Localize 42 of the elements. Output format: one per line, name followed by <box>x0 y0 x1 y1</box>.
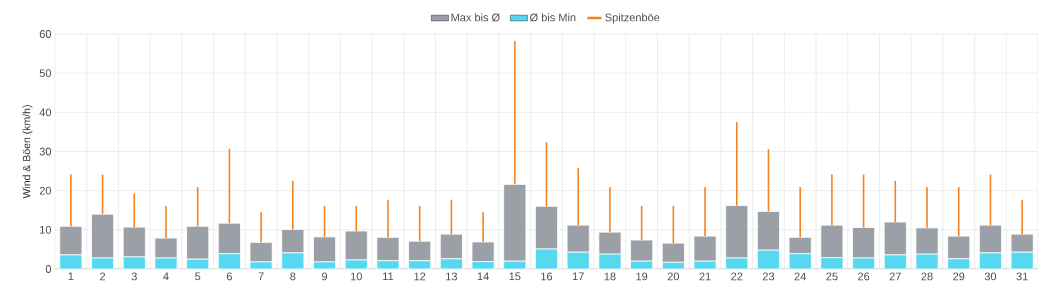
legend-label: Spitzenböe <box>605 13 660 24</box>
x-tick-label: 2 <box>100 272 106 281</box>
x-tick-label: 6 <box>226 272 232 281</box>
y-tick-label: 10 <box>40 225 52 234</box>
x-tick-label: 25 <box>826 272 838 281</box>
x-tick-label: 24 <box>794 272 806 281</box>
x-tick-label: 4 <box>163 272 169 281</box>
x-tick-label: 3 <box>131 272 137 281</box>
x-tick-label: 21 <box>699 272 711 281</box>
x-tick-label: 18 <box>604 272 616 281</box>
legend-label: Max bis Ø <box>451 13 500 22</box>
x-tick-label: 26 <box>858 272 870 281</box>
x-tick-label: 5 <box>195 272 201 281</box>
x-tick-label: 23 <box>762 272 775 281</box>
y-tick-label: 0 <box>45 265 52 273</box>
x-tick-label: 28 <box>921 272 933 281</box>
x-tick-label: 9 <box>322 272 328 281</box>
x-tick-label: 15 <box>509 272 521 281</box>
x-tick-label: 20 <box>667 272 680 281</box>
x-tick-label: 10 <box>350 272 362 281</box>
y-axis-title: Wind & Böen (km/h) <box>22 105 33 199</box>
x-tick-label: 11 <box>383 272 394 281</box>
x-tick-label: 13 <box>446 272 457 281</box>
y-tick-label: 40 <box>39 108 52 117</box>
y-tick-label: 30 <box>39 147 52 156</box>
y-tick-label: 50 <box>39 69 52 78</box>
x-tick-label: 30 <box>984 272 997 281</box>
x-tick-label: 27 <box>889 272 901 281</box>
x-tick-label: 12 <box>414 272 426 281</box>
y-tick-label: 20 <box>39 186 52 195</box>
legend-label: Ø bis Min <box>530 13 576 22</box>
x-tick-label: 19 <box>636 272 648 281</box>
x-tick-label: 8 <box>290 272 296 281</box>
x-tick-label: 14 <box>477 272 489 281</box>
x-tick-label: 22 <box>731 272 743 281</box>
x-tick-label: 17 <box>572 272 584 281</box>
x-tick-label: 16 <box>541 272 553 281</box>
x-tick-label: 1 <box>68 272 74 281</box>
x-tick-label: 7 <box>258 272 264 281</box>
x-tick-label: 31 <box>1016 272 1028 281</box>
y-tick-label: 60 <box>39 30 52 38</box>
x-tick-label: 29 <box>953 272 965 281</box>
